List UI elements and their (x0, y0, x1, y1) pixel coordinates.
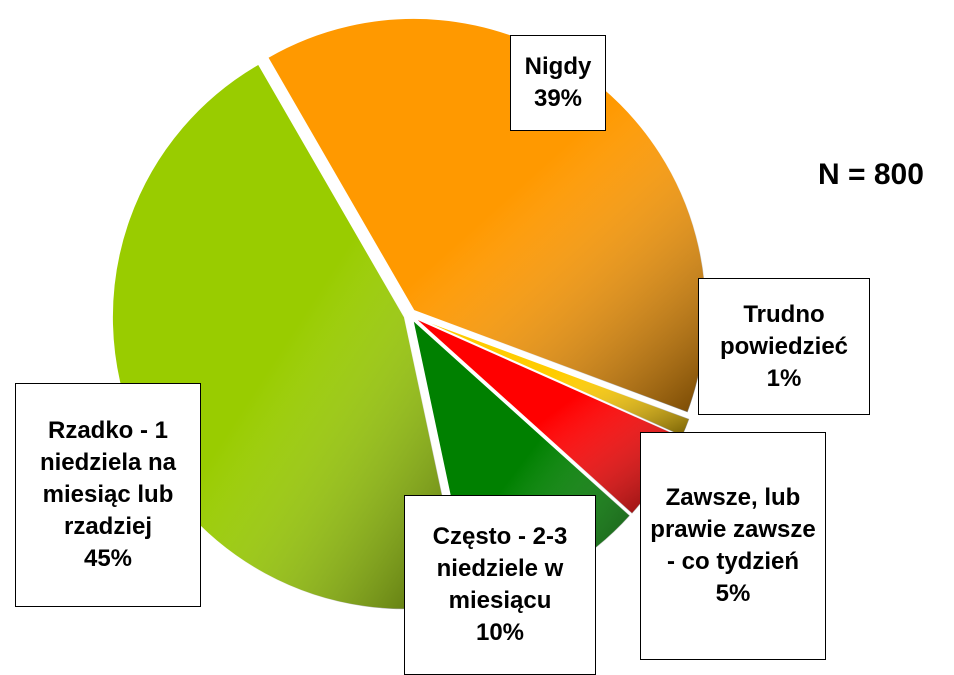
annotation: N = 800 (818, 158, 924, 191)
value-label: 5% (715, 580, 751, 607)
slice-label: Nigdy 39% (510, 35, 606, 131)
category-label: Rzadko - 1 niedziela na miesiąc lub rzad… (39, 417, 177, 540)
category-label: Często - 2-3 niedziele w miesiącu (432, 523, 568, 614)
category-label: Trudno powiedzieć (719, 300, 849, 360)
value-label: 45% (83, 545, 133, 572)
slice-label: Zawsze, lub prawie zawsze - co tydzień 5% (640, 432, 826, 660)
category-label: Nigdy (524, 53, 592, 80)
value-label: 39% (533, 85, 583, 112)
value-label: 1% (766, 364, 802, 392)
slice-label: Rzadko - 1 niedziela na miesiąc lub rzad… (15, 383, 201, 607)
slice-label: Często - 2-3 niedziele w miesiącu 10% (404, 495, 596, 675)
category-label: Zawsze, lub prawie zawsze - co tydzień (650, 484, 816, 575)
slice-label: Trudno powiedzieć 1% (698, 278, 870, 415)
value-label: 10% (475, 619, 525, 646)
